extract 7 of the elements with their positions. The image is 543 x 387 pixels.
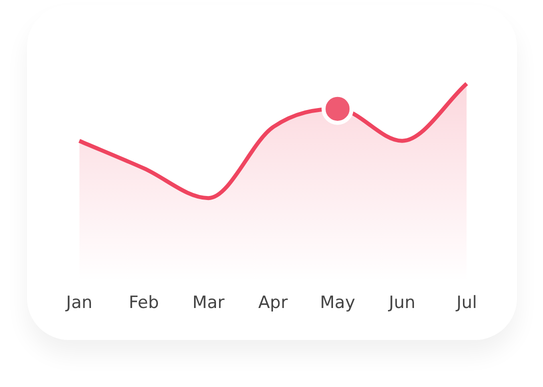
x-tick-label: Apr: [258, 293, 288, 314]
x-tick-label: Feb: [128, 293, 159, 314]
x-tick-label: Jun: [388, 293, 416, 314]
x-tick-label: Jan: [65, 293, 92, 314]
x-tick-label: Mar: [192, 293, 224, 314]
x-tick-label: May: [320, 293, 356, 314]
x-tick-label: Jul: [455, 293, 477, 314]
